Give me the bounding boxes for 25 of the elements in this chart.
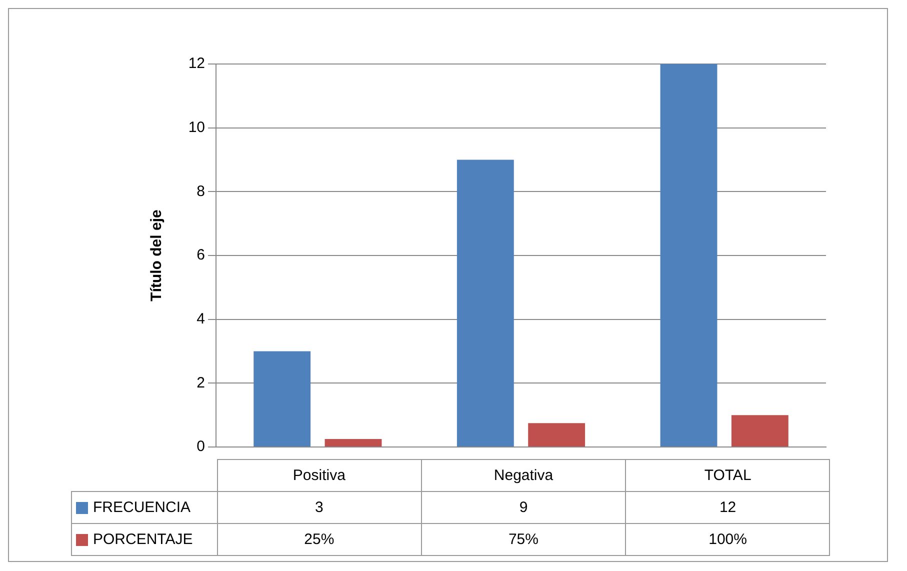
bar bbox=[324, 439, 382, 446]
y-tick-label: 12 bbox=[188, 55, 205, 72]
bar bbox=[528, 423, 586, 446]
data-label: 100% bbox=[626, 524, 830, 556]
data-label: 3 bbox=[217, 492, 422, 524]
data-label: 25% bbox=[217, 524, 422, 556]
data-label: 9 bbox=[421, 492, 626, 524]
y-tick-label: 10 bbox=[188, 118, 205, 136]
bar bbox=[660, 64, 718, 446]
legend-label: PORCENTAJE bbox=[93, 531, 193, 548]
x-tick-label: Positiva bbox=[217, 460, 422, 492]
bar bbox=[456, 160, 514, 446]
x-tick-label: TOTAL bbox=[626, 460, 830, 492]
y-tick-label: 8 bbox=[196, 182, 205, 200]
data-label: 12 bbox=[626, 492, 830, 524]
x-tick-label: Negativa bbox=[421, 460, 626, 492]
y-tick-label: 6 bbox=[196, 246, 205, 264]
data-label: 75% bbox=[421, 524, 626, 556]
y-tick-label: 0 bbox=[196, 438, 205, 456]
bar bbox=[254, 351, 311, 446]
bar bbox=[731, 415, 788, 446]
y-tick-label: 4 bbox=[196, 310, 205, 328]
legend-label: FRECUENCIA bbox=[93, 499, 191, 516]
y-tick-label: 2 bbox=[196, 374, 205, 392]
y-axis-title: Título del eje bbox=[148, 210, 166, 302]
